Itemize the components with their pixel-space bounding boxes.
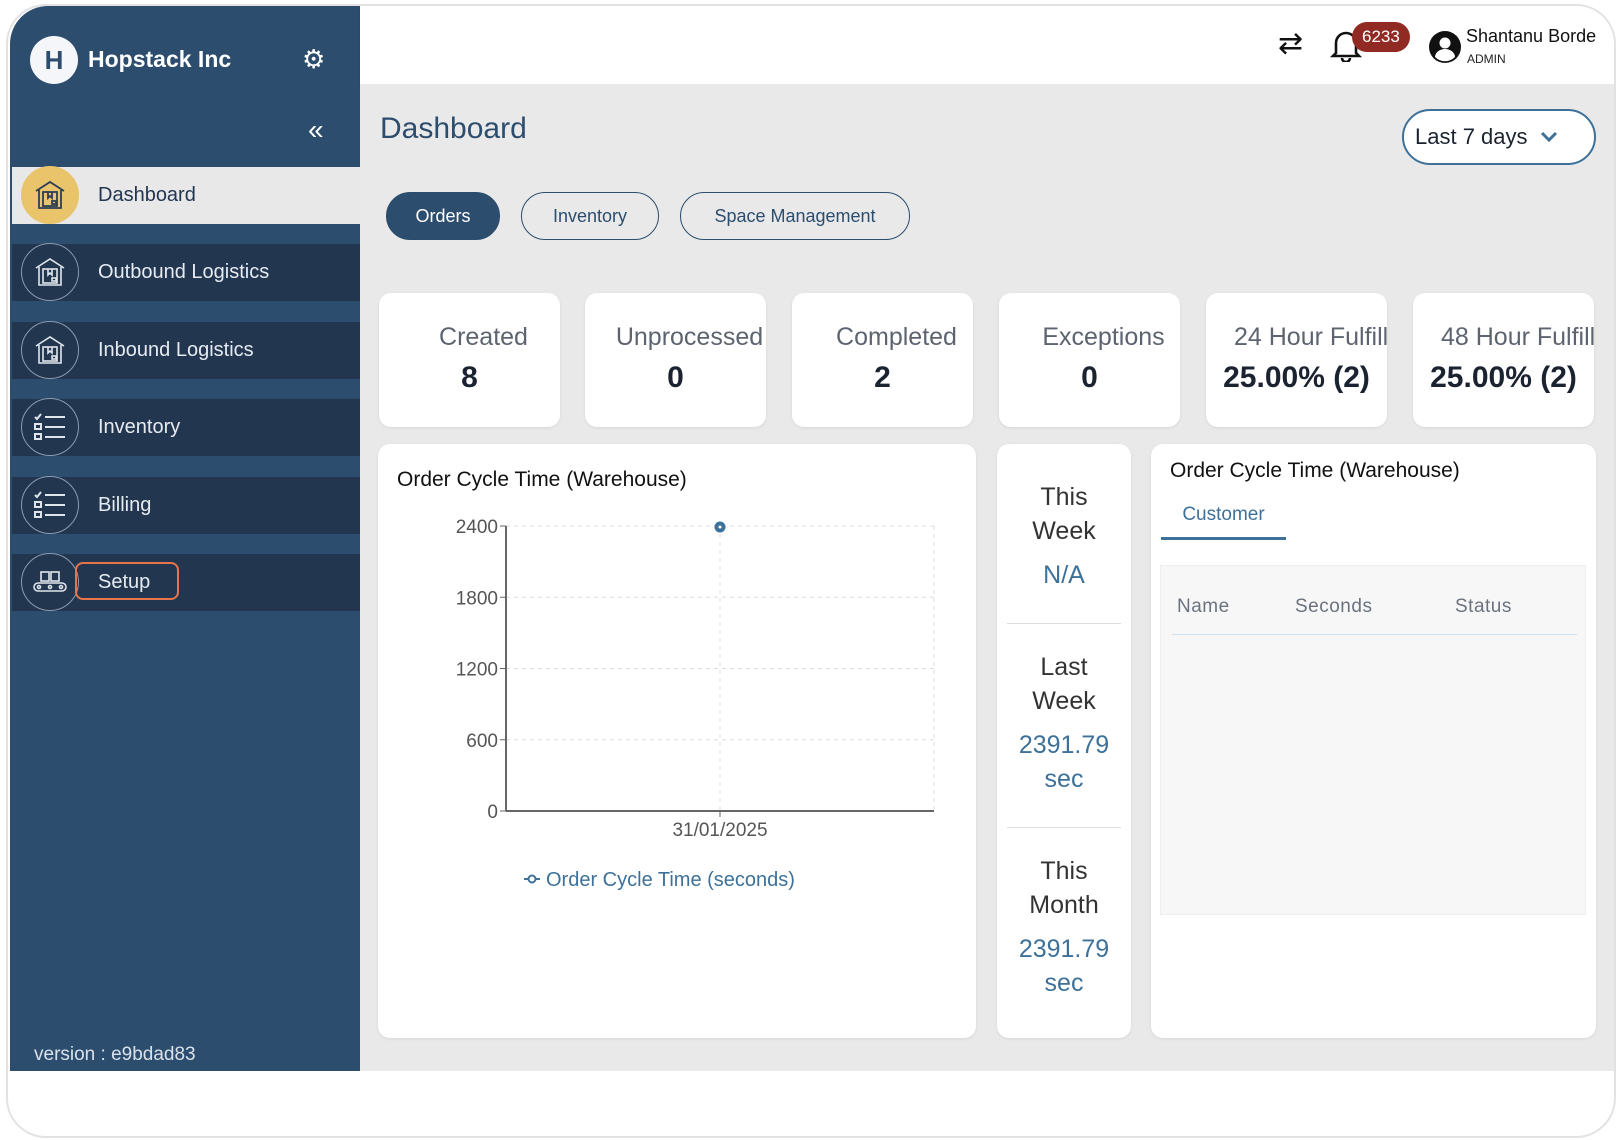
- sidebar-item-label: Inbound Logistics: [98, 339, 254, 361]
- stat-label: Unprocessed: [615, 323, 764, 351]
- tab-space-management[interactable]: Space Management: [680, 192, 910, 240]
- setup-highlight: [75, 562, 179, 600]
- y-tick-label: 0: [487, 802, 498, 823]
- tab-customer[interactable]: Customer: [1161, 496, 1286, 540]
- checklist-icon: [21, 398, 79, 456]
- divider: [1007, 623, 1121, 624]
- stat-card-24h-fulfillment: 24 Hour Fulfillment 25.00% (2): [1206, 293, 1387, 427]
- summary-label: This: [1040, 483, 1088, 511]
- stat-card-completed: Completed 2: [792, 293, 973, 427]
- data-point-center: [718, 525, 722, 529]
- summary-label: Month: [1029, 891, 1099, 919]
- brand-name: Hopstack Inc: [88, 46, 232, 72]
- table-card-title: Order Cycle Time (Warehouse): [1170, 459, 1460, 482]
- app-window: H Hopstack Inc ⚙ « Dashboard Outbound Lo…: [6, 4, 1616, 1138]
- tab-inventory[interactable]: Inventory: [521, 192, 659, 240]
- collapse-sidebar-icon[interactable]: «: [308, 114, 324, 145]
- line-chart: 0 600 1200 1800 2400 31/01/2025 Order Cycle Ti…: [456, 517, 935, 891]
- main-content: Dashboard Last 7 days Orders Inventory S…: [360, 84, 1614, 1071]
- tab-orders[interactable]: Orders: [386, 192, 500, 240]
- checklist-icon: [21, 476, 79, 534]
- stat-label: Exceptions: [1042, 323, 1165, 351]
- gear-icon[interactable]: ⚙: [302, 44, 326, 74]
- stat-label: 24 Hour Fulfillment: [1234, 323, 1387, 351]
- legend-label: Order Cycle Time (seconds): [546, 869, 795, 891]
- column-header-status[interactable]: Status: [1455, 596, 1512, 617]
- chart-title: Order Cycle Time (Warehouse): [397, 468, 687, 491]
- y-tick-label: 1800: [456, 588, 498, 609]
- summary-value: N/A: [1043, 561, 1085, 589]
- summary-label: Week: [1032, 517, 1096, 545]
- chevron-down-icon: [1540, 131, 1557, 143]
- stat-value: 0: [1081, 361, 1098, 394]
- bell-icon[interactable]: [1329, 28, 1363, 67]
- version-label: version : e9bdad83: [34, 1044, 196, 1065]
- stat-value: 0: [667, 361, 684, 394]
- warehouse-icon: [21, 243, 79, 301]
- switch-arrows-icon[interactable]: ⇄: [1278, 27, 1304, 60]
- legend-marker-point: [527, 874, 537, 884]
- top-header: ⇄ 6233 Shantanu Borde ADMIN: [360, 6, 1614, 84]
- stat-label: Completed: [836, 323, 957, 351]
- warehouse-icon: [21, 321, 79, 379]
- stat-label: Created: [439, 323, 528, 351]
- notification-badge: 6233: [1352, 22, 1410, 52]
- sidebar-item-inventory[interactable]: Inventory: [12, 398, 360, 456]
- page-title: Dashboard: [380, 112, 527, 145]
- sidebar-item-label: Outbound Logistics: [98, 261, 270, 283]
- order-cycle-table-card: Order Cycle Time (Warehouse) Customer Na…: [1151, 444, 1596, 1038]
- sidebar-item-billing[interactable]: Billing: [12, 476, 360, 534]
- stat-label: 48 Hour Fulfillment: [1441, 323, 1594, 351]
- summary-card: This Week N/A Last Week 2391.79 sec This…: [997, 444, 1131, 1038]
- summary-unit: sec: [1044, 969, 1084, 997]
- sidebar-item-inbound-logistics[interactable]: Inbound Logistics: [12, 321, 360, 379]
- user-avatar-icon[interactable]: [1428, 30, 1462, 69]
- stat-value: 8: [461, 361, 478, 394]
- stat-value: 25.00% (2): [1430, 361, 1577, 394]
- sidebar-item-label: Billing: [98, 494, 152, 516]
- stat-card-exceptions: Exceptions 0: [999, 293, 1180, 427]
- y-tick-label: 1200: [456, 660, 498, 681]
- y-tick-label: 600: [466, 731, 498, 752]
- summary-value: 2391.79: [1018, 935, 1110, 963]
- date-range-dropdown[interactable]: Last 7 days: [1402, 109, 1596, 165]
- stat-card-unprocessed: Unprocessed 0: [585, 293, 766, 427]
- brand-logo: H: [30, 36, 78, 84]
- sidebar-item-dashboard[interactable]: Dashboard: [12, 166, 360, 224]
- y-tick-label: 2400: [456, 517, 498, 538]
- data-table: Name Seconds Status: [1160, 565, 1586, 915]
- user-name: Shantanu Borde: [1466, 26, 1597, 46]
- user-role: ADMIN: [1467, 52, 1506, 66]
- warehouse-icon: [21, 166, 79, 224]
- sidebar-item-label: Dashboard: [98, 184, 196, 206]
- sidebar-item-setup[interactable]: Setup: [12, 553, 360, 611]
- stat-value: 2: [874, 361, 891, 394]
- sidebar-item-label: Inventory: [98, 416, 181, 438]
- sidebar-item-outbound-logistics[interactable]: Outbound Logistics: [12, 243, 360, 301]
- x-tick-label: 31/01/2025: [672, 820, 767, 841]
- conveyor-icon: [21, 553, 79, 611]
- header-divider: [1172, 634, 1577, 635]
- column-header-seconds[interactable]: Seconds: [1295, 596, 1373, 617]
- sidebar-item-label: Setup: [98, 571, 151, 593]
- summary-label: Last: [1040, 653, 1088, 681]
- stat-card-48h-fulfillment: 48 Hour Fulfillment 25.00% (2): [1413, 293, 1594, 427]
- order-cycle-chart-card: Order Cycle Time (Warehouse) 0 600 1200 180…: [378, 444, 976, 1038]
- stat-card-created: Created 8: [379, 293, 560, 427]
- divider: [1007, 827, 1121, 828]
- date-range-value: Last 7 days: [1415, 124, 1528, 149]
- summary-label: This: [1040, 857, 1088, 885]
- summary-value: 2391.79: [1018, 731, 1110, 759]
- sidebar: H Hopstack Inc ⚙ « Dashboard Outbound Lo…: [10, 6, 360, 1071]
- stat-value: 25.00% (2): [1223, 361, 1370, 394]
- summary-unit: sec: [1044, 765, 1084, 793]
- column-header-name[interactable]: Name: [1177, 596, 1230, 617]
- summary-label: Week: [1032, 687, 1096, 715]
